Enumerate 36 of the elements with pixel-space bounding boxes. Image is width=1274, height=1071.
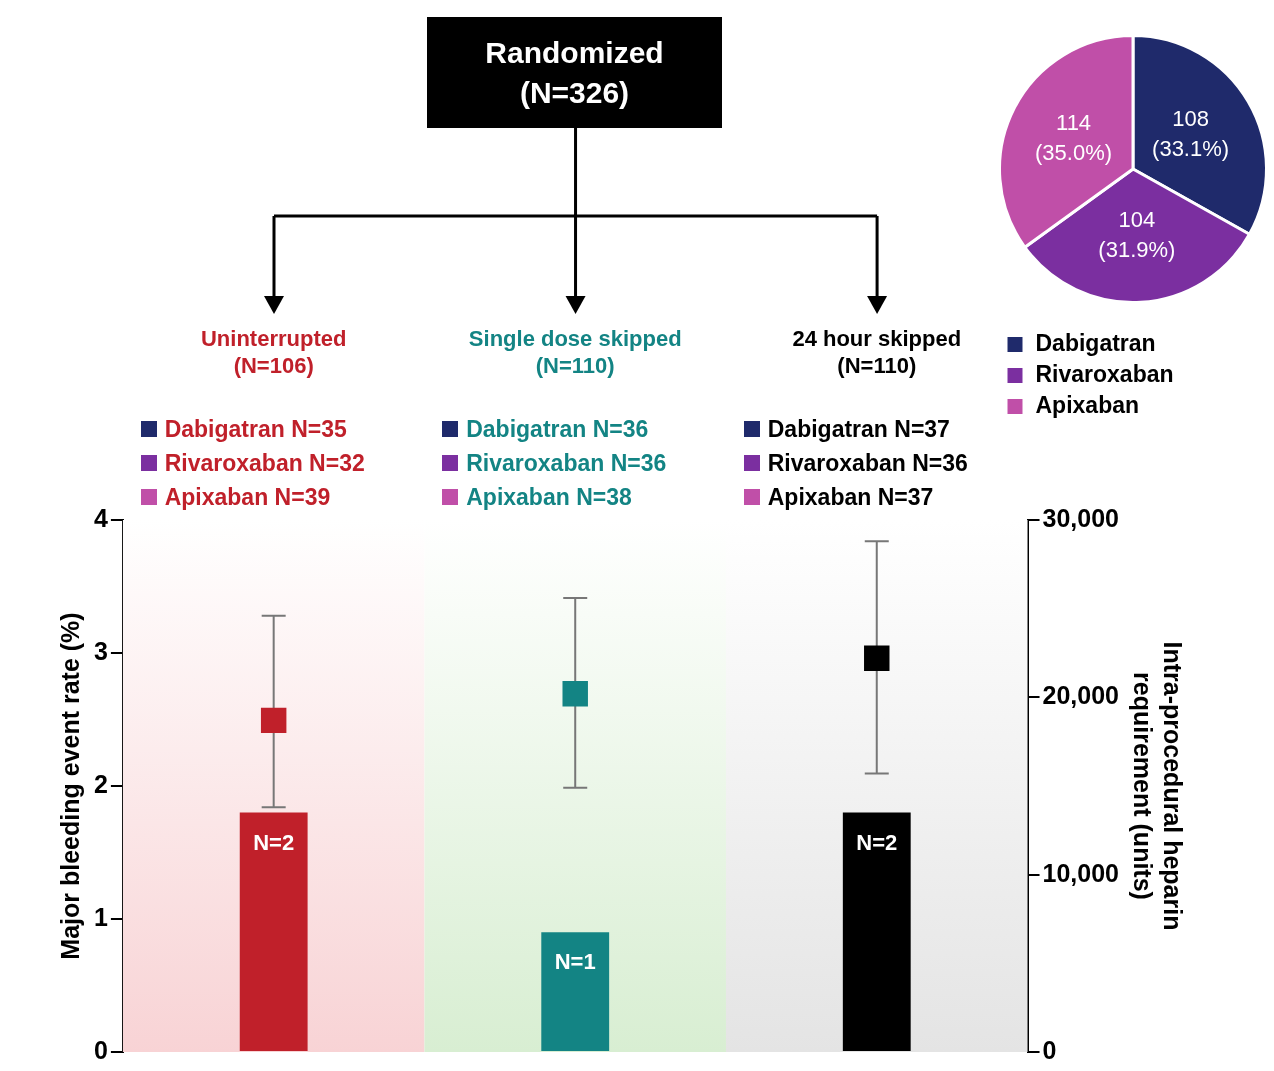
y2-tick-label: 30,000 [1042, 503, 1119, 532]
point [260, 707, 287, 734]
x-tick-label: Single dose skipped (N=110) [468, 326, 682, 378]
point [562, 681, 588, 707]
y2-tick-label: 0 [1042, 1035, 1057, 1064]
y-tick-label: 2 [94, 769, 108, 798]
y-axis-title: Major bleeding event rate (%) [55, 612, 84, 960]
text: Dabigatran N=37 [767, 415, 950, 444]
text: Rivaroxaban N=36 [767, 449, 968, 478]
text: Randomized (N=326) [485, 34, 664, 111]
legend-label: Dabigatran [1035, 329, 1156, 356]
y-tick-label: 4 [94, 503, 108, 532]
text: Dabigatran N=35 [164, 415, 347, 444]
point [864, 645, 890, 672]
legend-label: Rivaroxaban [1035, 360, 1174, 387]
y2-tick-label: 20,000 [1042, 681, 1119, 710]
y2-axis-title: Intra-procedural heparin requirement (units) [1129, 641, 1188, 931]
data-label: 114 (35.0%) [1035, 109, 1113, 165]
y-tick-label: 0 [94, 1035, 108, 1064]
y2-tick-label: 10,000 [1042, 858, 1119, 887]
y-tick-label: 1 [94, 902, 108, 931]
x-tick-label: Uninterrupted (N=106) [200, 326, 347, 378]
data-label: N=1 [554, 949, 596, 975]
text: Dabigatran N=36 [466, 415, 649, 444]
data-label: N=2 [856, 829, 898, 855]
text: Apixaban N=39 [164, 483, 331, 512]
text: Apixaban N=38 [466, 483, 632, 512]
text: Rivaroxaban N=32 [164, 449, 365, 478]
text: Rivaroxaban N=36 [466, 449, 667, 478]
legend-label: Apixaban [1035, 391, 1140, 418]
data-label: 104 (31.9%) [1098, 206, 1176, 262]
x-tick-label: 24 hour skipped (N=110) [792, 326, 962, 378]
text: Apixaban N=37 [767, 483, 934, 512]
data-label: N=2 [253, 829, 295, 855]
y-tick-label: 3 [94, 636, 108, 665]
data-label: 108 (33.1%) [1152, 106, 1230, 162]
